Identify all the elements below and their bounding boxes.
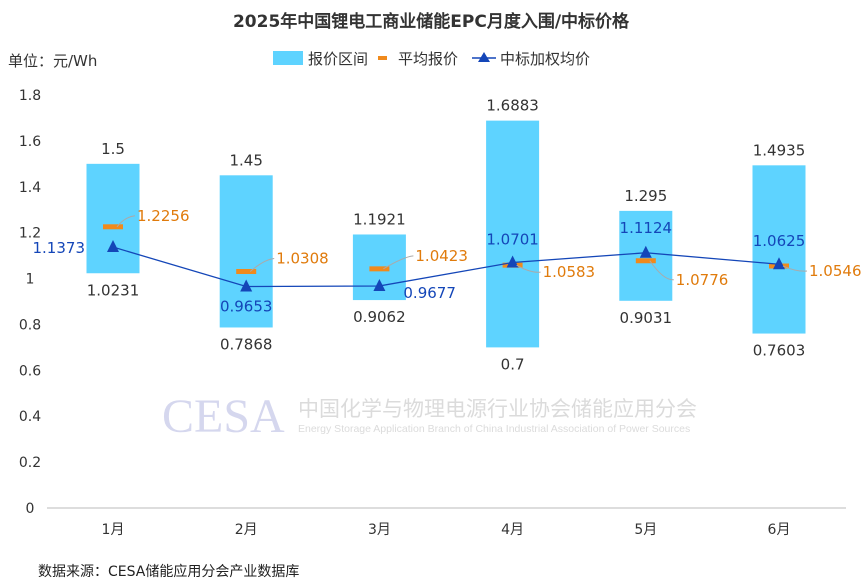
watermark-en: Energy Storage Application Branch of Chi…: [298, 423, 690, 435]
weighted-line: [107, 240, 785, 292]
avg-marker: [369, 266, 390, 272]
weighted-label: 0.9677: [403, 284, 456, 302]
legend-label-weighted: 中标加权均价: [500, 50, 590, 68]
y-tick-label: 0.4: [19, 409, 41, 425]
x-tick-label: 1月: [102, 522, 125, 538]
weighted-marker: [639, 245, 652, 258]
legend: 报价区间 平均报价 中标加权均价: [273, 50, 590, 68]
avg-label: 1.0583: [543, 263, 596, 281]
weighted-marker: [240, 279, 253, 292]
y-tick-label: 0.8: [19, 317, 41, 333]
y-tick-label: 1.8: [19, 88, 41, 104]
range-bar: [86, 163, 140, 274]
avg-leader-line: [116, 215, 136, 228]
x-tick-label: 3月: [368, 522, 391, 538]
avg-marker: [103, 224, 123, 230]
min-label: 0.7603: [753, 342, 806, 360]
weighted-label: 1.1373: [33, 239, 86, 257]
watermark-logo: CESA: [162, 390, 285, 443]
avg-leader-line: [383, 255, 414, 270]
avg-label: 1.0308: [276, 249, 329, 267]
min-label: 0.7868: [220, 335, 273, 353]
avg-label: 1.0546: [809, 262, 862, 280]
y-tick-label: 1.2: [19, 226, 41, 242]
max-label: 1.6883: [486, 97, 539, 115]
source-note: 数据来源：CESA储能应用分会产业数据库: [38, 563, 299, 580]
avg-leader-line: [649, 260, 674, 281]
min-label: 0.9062: [353, 308, 406, 326]
weighted-marker: [373, 278, 386, 291]
x-tick-label: 2月: [235, 522, 258, 538]
y-tick-label: 1.6: [19, 134, 41, 150]
max-label: 1.45: [229, 151, 262, 169]
y-tick-label: 1.4: [19, 180, 41, 196]
min-label: 0.7: [501, 355, 525, 373]
weighted-label: 1.0701: [486, 230, 539, 248]
range-bar: [486, 120, 540, 348]
avg-label: 1.2256: [137, 207, 190, 225]
y-tick-label: 0.2: [19, 455, 41, 471]
weighted-marker: [107, 240, 119, 253]
y-tick-label: 0.6: [19, 363, 41, 379]
x-tick-label: 6月: [768, 522, 791, 538]
legend-triangle-icon: [478, 52, 490, 62]
y-axis: 0 0.2 0.4 0.6 0.8 1 1.2 1.4 1.6 1.8: [19, 88, 41, 517]
min-label: 0.9031: [620, 309, 673, 327]
range-bars: [86, 120, 806, 348]
avg-label: 1.0776: [676, 271, 729, 289]
avg-leader-line: [516, 264, 541, 273]
weighted-label: 0.9653: [220, 298, 273, 316]
avg-marker: [236, 268, 257, 274]
legend-label-range: 报价区间: [308, 50, 368, 68]
legend-swatch-range: [273, 51, 303, 65]
legend-swatch-avg: [378, 56, 387, 60]
y-tick-label: 1: [26, 272, 35, 288]
chart-title: 2025年中国锂电工商业储能EPC月度入围/中标价格: [233, 11, 630, 32]
avg-marker: [635, 258, 656, 264]
weighted-label: 1.1124: [620, 219, 673, 237]
avg-leader-line: [782, 265, 808, 272]
watermark: CESA 中国化学与物理电源行业协会储能应用分会 Energy Storage …: [162, 390, 697, 443]
max-label: 1.5: [101, 140, 125, 158]
x-axis: 1月 2月 3月 4月 5月 6月: [47, 507, 846, 538]
weighted-marker: [506, 255, 519, 268]
max-label: 1.295: [624, 187, 667, 205]
min-label: 1.0231: [87, 281, 140, 299]
max-label: 1.1921: [353, 210, 406, 228]
legend-label-avg: 平均报价: [398, 50, 458, 68]
range-bar: [752, 165, 806, 334]
range-bar: [219, 175, 273, 328]
x-tick-label: 5月: [634, 522, 657, 538]
avg-leader-line: [249, 257, 275, 272]
weighted-label: 1.0625: [753, 232, 806, 250]
data-labels: 1.5 1.0231 1.45 0.7868 1.1921 0.9062 1.6883 0.7…: [33, 97, 862, 374]
max-label: 1.4935: [753, 141, 806, 159]
avg-label: 1.0423: [415, 247, 468, 265]
y-tick-label: 0: [26, 501, 35, 517]
watermark-cn: 中国化学与物理电源行业协会储能应用分会: [298, 397, 697, 421]
x-tick-label: 4月: [501, 522, 524, 538]
weighted-marker: [773, 257, 785, 270]
weighted-series-line: [112, 246, 780, 288]
unit-label: 单位：元/Wh: [8, 52, 97, 70]
